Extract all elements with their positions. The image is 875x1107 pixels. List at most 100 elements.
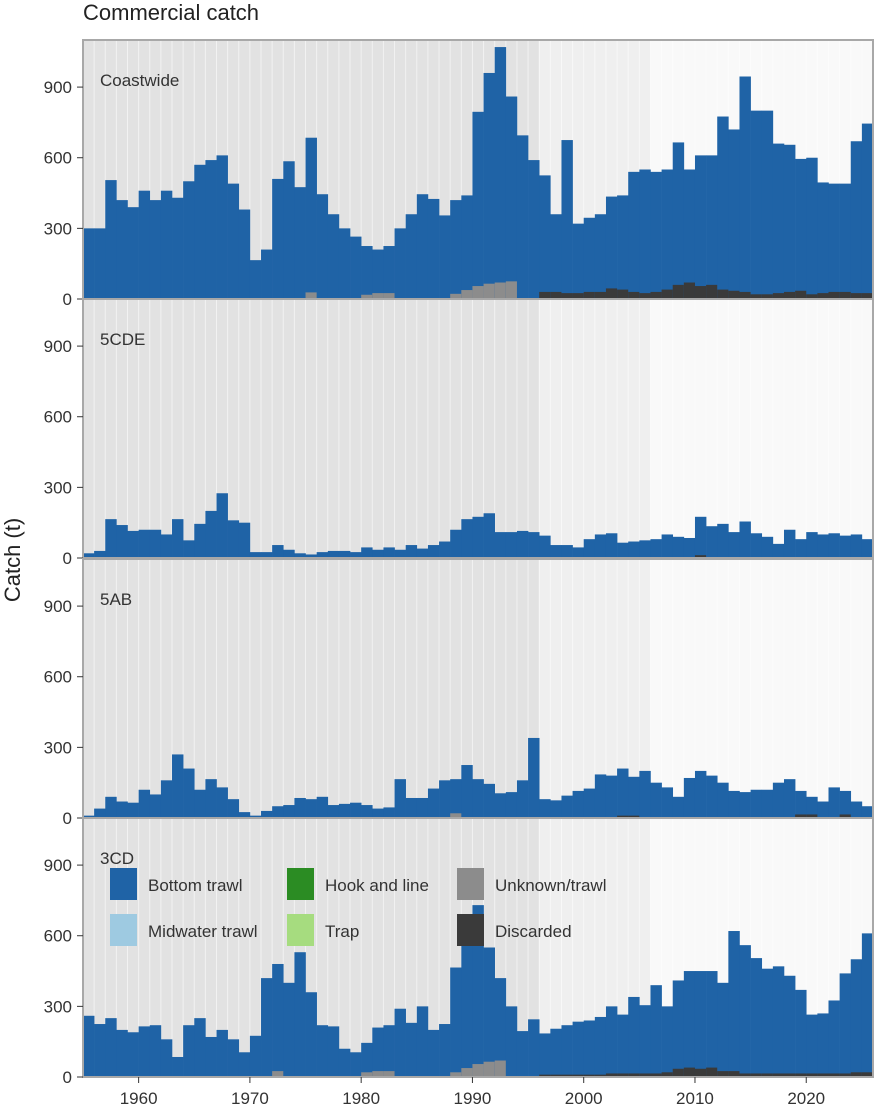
bar-bottom-trawl: [628, 996, 640, 1077]
bar-bottom-trawl: [350, 1052, 362, 1077]
bar-bottom-trawl: [194, 1018, 206, 1077]
bar-discarded: [550, 1074, 562, 1077]
bar-bottom-trawl: [450, 200, 462, 299]
bar-bottom-trawl: [628, 776, 640, 818]
bar-bottom-trawl: [116, 801, 128, 818]
bar-bottom-trawl: [149, 200, 162, 299]
bar-bottom-trawl: [639, 770, 651, 818]
bar-bottom-trawl: [427, 788, 440, 818]
bar-bottom-trawl: [528, 1019, 540, 1077]
bar-bottom-trawl: [528, 737, 540, 818]
bar-bottom-trawl: [850, 959, 863, 1077]
bar-bottom-trawl: [539, 799, 551, 818]
bar-bottom-trawl: [861, 539, 874, 558]
bar-unknown-trawl: [450, 813, 462, 818]
bar-bottom-trawl: [405, 214, 418, 299]
bar-unknown-trawl: [372, 1071, 384, 1077]
bar-bottom-trawl: [116, 1029, 128, 1077]
bar-bottom-trawl: [594, 1016, 607, 1077]
y-tick-label: 900: [44, 337, 72, 356]
bar-discarded: [839, 291, 852, 299]
bar-bottom-trawl: [361, 805, 373, 818]
bar-bottom-trawl: [694, 770, 707, 818]
bar-bottom-trawl: [461, 765, 473, 818]
bar-bottom-trawl: [160, 190, 173, 299]
bar-bottom-trawl: [761, 110, 774, 300]
bar-unknown-trawl: [450, 1072, 462, 1077]
bar-bottom-trawl: [172, 519, 184, 558]
bar-bottom-trawl: [138, 789, 151, 818]
bar-bottom-trawl: [461, 519, 473, 558]
x-tick-label: 1990: [454, 1089, 492, 1107]
x-axis: 1960 1970 1980 1990 2000 2010 2020: [120, 1077, 825, 1107]
bar-bottom-trawl: [105, 1018, 117, 1077]
bar-bottom-trawl: [461, 935, 473, 1077]
bar-bottom-trawl: [194, 164, 206, 299]
bar-bottom-trawl: [238, 522, 251, 558]
bar-discarded: [561, 1074, 573, 1077]
bar-discarded: [572, 1074, 585, 1077]
bar-bottom-trawl: [516, 780, 529, 818]
bar-bottom-trawl: [750, 110, 763, 300]
bar-discarded: [795, 290, 807, 299]
bar-bottom-trawl: [116, 525, 128, 558]
bar-discarded: [583, 291, 596, 299]
bar-bottom-trawl: [617, 768, 629, 818]
bar-discarded: [783, 291, 796, 299]
bar-bottom-trawl: [327, 805, 340, 818]
bar-bottom-trawl: [783, 975, 796, 1077]
bar-bottom-trawl: [694, 516, 707, 558]
bar-bottom-trawl: [272, 545, 284, 558]
bar-unknown-trawl: [461, 1068, 473, 1077]
x-tick-label: 1960: [120, 1089, 158, 1107]
bar-bottom-trawl: [717, 116, 729, 299]
bar-bottom-trawl: [305, 992, 317, 1077]
bar-discarded: [861, 293, 874, 299]
bar-bottom-trawl: [528, 532, 540, 558]
panel-border: [82, 817, 874, 1078]
bar-bottom-trawl: [639, 169, 651, 299]
bar-bottom-trawl: [216, 1029, 228, 1077]
legend-swatch: [110, 868, 137, 900]
bar-bottom-trawl: [416, 797, 429, 818]
bar-bottom-trawl: [672, 142, 685, 299]
legend-label: Trap: [325, 922, 359, 941]
bar-discarded: [761, 1073, 774, 1077]
bar-bottom-trawl: [550, 1028, 562, 1077]
bar-bottom-trawl: [450, 529, 462, 558]
bar-discarded: [661, 289, 674, 299]
bar-bottom-trawl: [194, 789, 206, 818]
bar-bottom-trawl: [439, 1024, 451, 1077]
bar-bottom-trawl: [283, 549, 295, 558]
bar-unknown-trawl: [483, 283, 495, 299]
bar-bottom-trawl: [194, 523, 206, 558]
bar-discarded: [817, 293, 829, 299]
bar-discarded: [594, 1074, 607, 1077]
bar-bottom-trawl: [772, 782, 785, 818]
bar-bottom-trawl: [238, 812, 251, 818]
bar-bottom-trawl: [772, 543, 785, 558]
bar-discarded: [806, 814, 818, 818]
bar-bottom-trawl: [594, 534, 607, 558]
y-tick-label: 300: [44, 738, 72, 757]
bar-discarded: [839, 1073, 852, 1077]
bar-discarded: [539, 1074, 551, 1077]
y-tick-label: 900: [44, 597, 72, 616]
bar-bottom-trawl: [783, 144, 796, 299]
bar-unknown-trawl: [450, 293, 462, 299]
bar-bottom-trawl: [105, 180, 117, 299]
bar-bottom-trawl: [561, 1025, 573, 1077]
bar-bottom-trawl: [183, 768, 195, 818]
bar-discarded: [672, 284, 685, 299]
bar-bottom-trawl: [850, 141, 863, 299]
bar-bottom-trawl: [361, 1042, 373, 1077]
bar-bottom-trawl: [338, 228, 351, 299]
bar-bottom-trawl: [561, 545, 573, 558]
bar-discarded: [639, 1073, 651, 1077]
bar-bottom-trawl: [483, 513, 495, 558]
bar-discarded: [650, 291, 662, 299]
bar-bottom-trawl: [639, 540, 651, 558]
bar-bottom-trawl: [539, 175, 551, 299]
bar-bottom-trawl: [728, 790, 740, 818]
bar-bottom-trawl: [327, 550, 340, 558]
